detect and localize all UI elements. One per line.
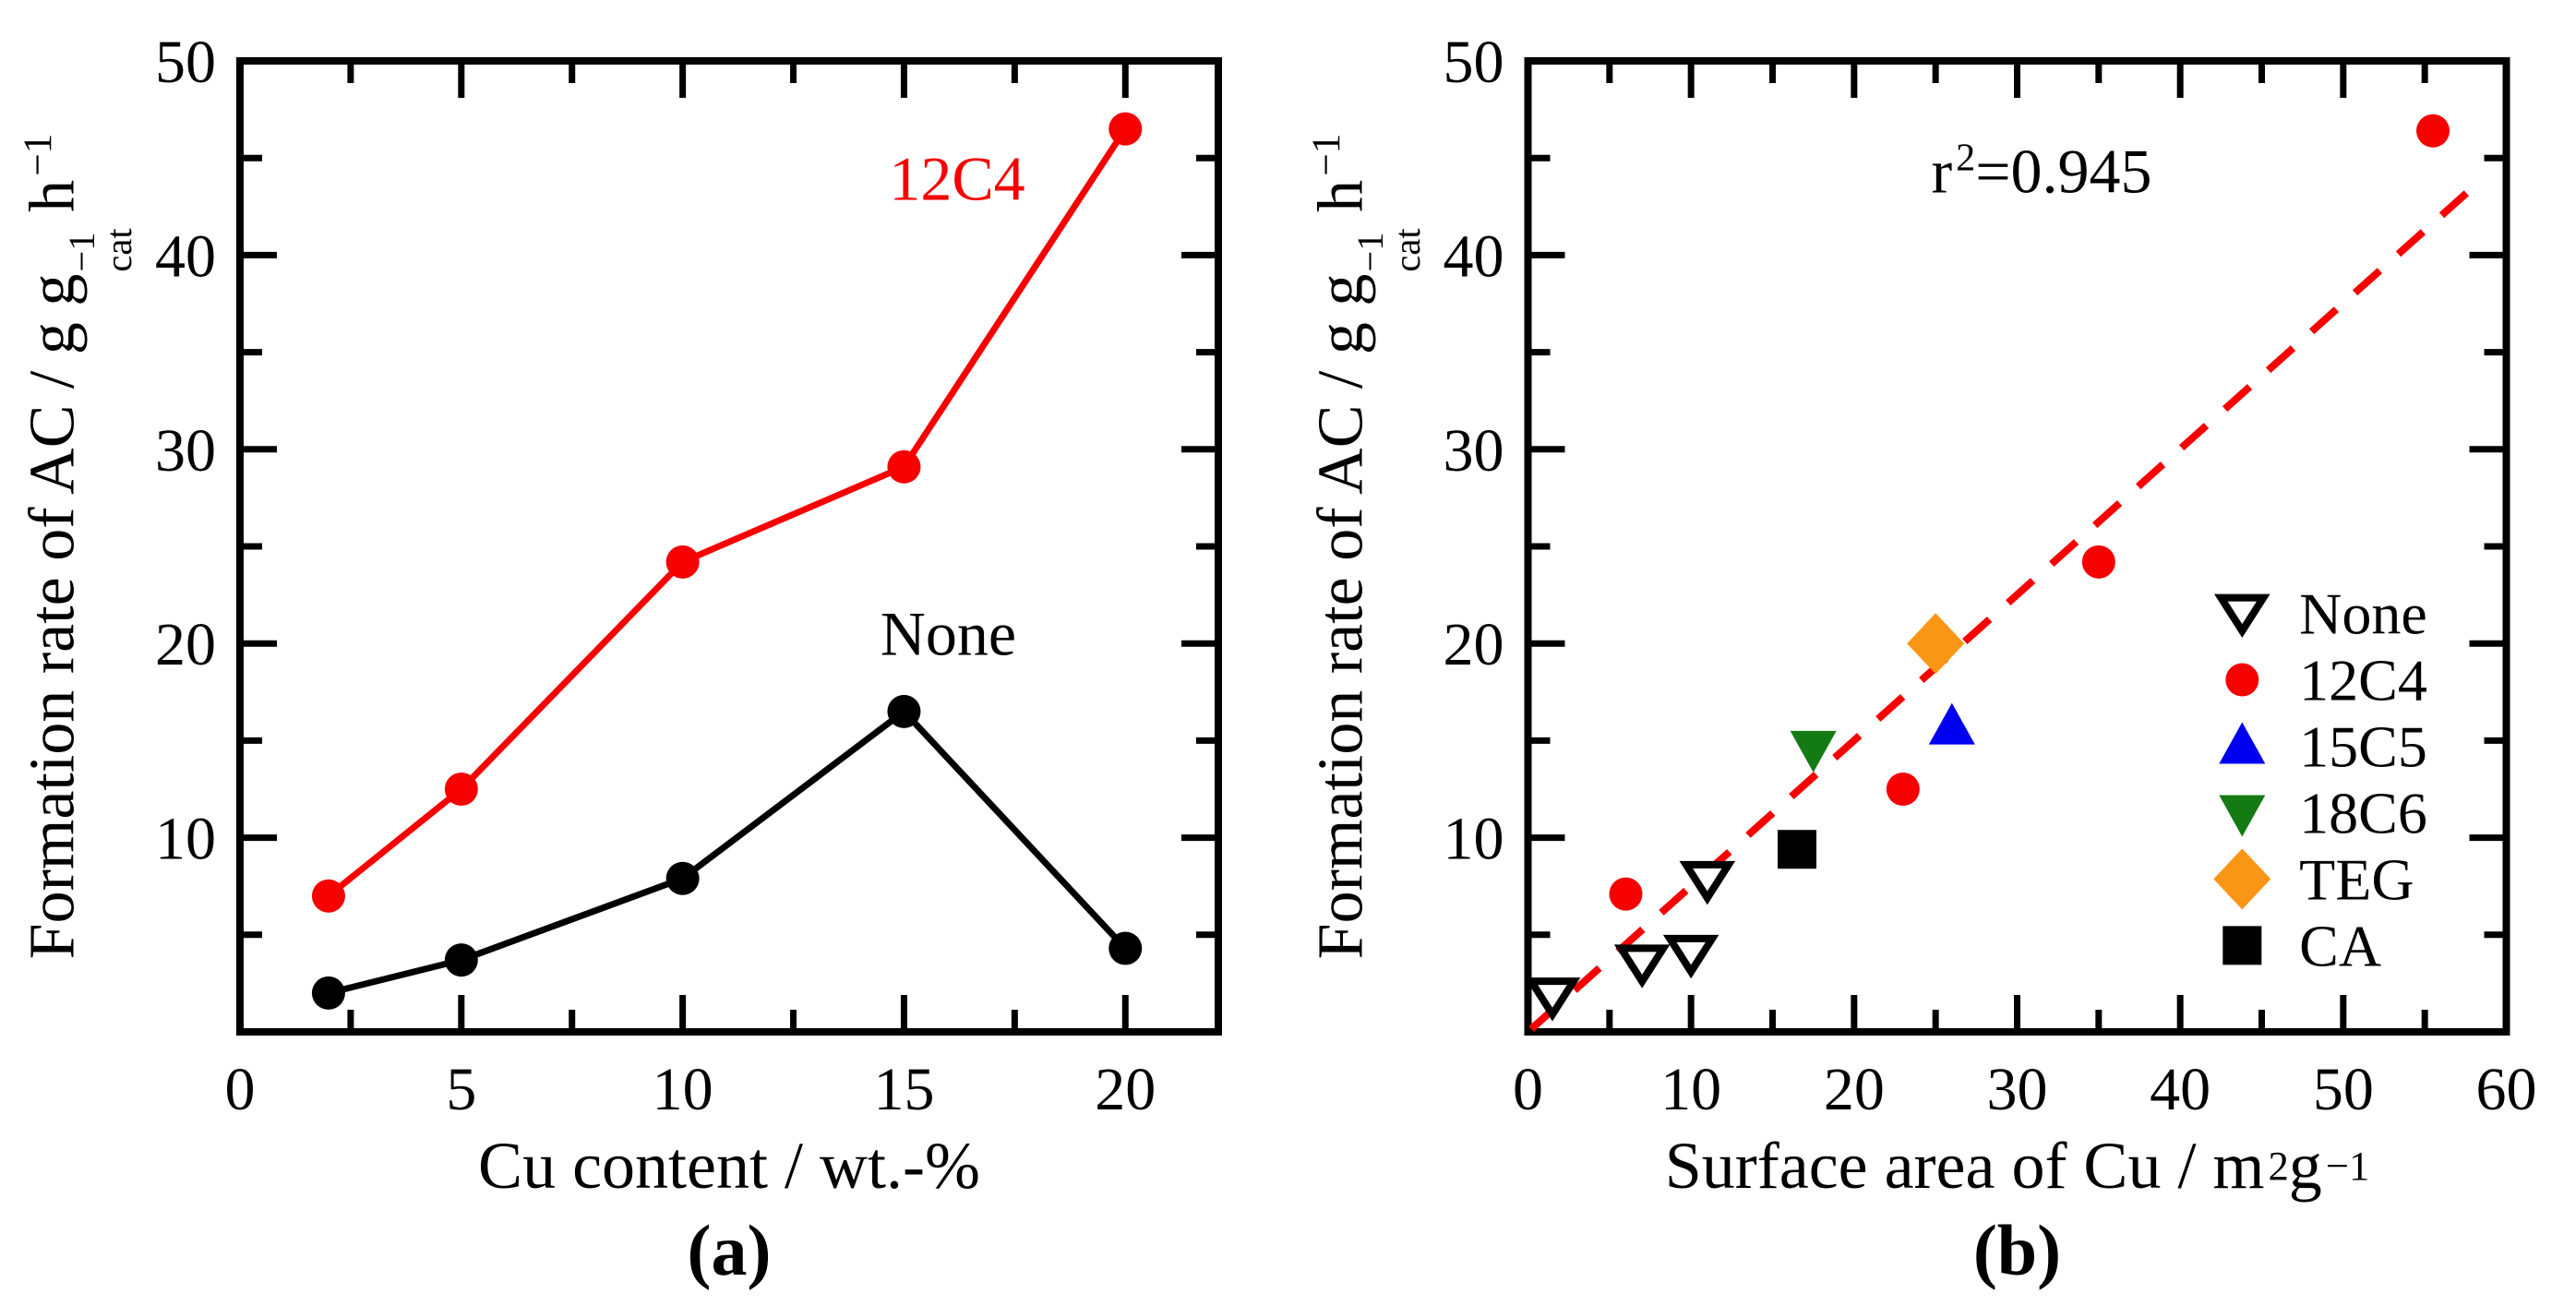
panel-b: 0 10 20 30 40 50 60 10 20 30 40 50 None12C415C518C6T…: [1444, 29, 2537, 1123]
point-12C4: [887, 449, 921, 484]
legend-label-TEG: TEG: [2299, 846, 2414, 912]
legend-label-18C6: 18C6: [2299, 780, 2427, 845]
x-tick-label: 40: [2150, 1056, 2211, 1123]
x-tick-label: 0: [225, 1056, 256, 1123]
point-12C4: [665, 545, 700, 579]
legend-marker-12C4: [2225, 663, 2259, 697]
axes-box-b: [1524, 57, 2510, 1036]
y-tick-label: 50: [1444, 29, 1504, 96]
point-CA: [1778, 830, 1816, 869]
tick-labels-b: 0 10 20 30 40 50 60 10 20 30 40 50: [1444, 29, 2537, 1123]
trendline: [1528, 176, 2485, 1032]
y-tick-label: 20: [1444, 611, 1504, 678]
point-18C6: [1790, 730, 1837, 773]
y-tick-label: 10: [1444, 806, 1504, 873]
legend-marker-TEG: [2213, 848, 2271, 910]
point-None: [311, 976, 345, 1010]
legend-label-15C5: 15C5: [2299, 714, 2427, 780]
series-18C6: [1790, 730, 1837, 773]
tick-labels-a: 0 5 10 15 20 10 20 30 40 50: [155, 29, 1156, 1123]
legend-marker-15C5: [2219, 722, 2266, 764]
ticks-a: [236, 57, 1215, 1028]
x-tick-label: 60: [2476, 1056, 2537, 1123]
legend-label-CA: CA: [2299, 913, 2381, 978]
y-tick-label: 30: [1444, 417, 1504, 485]
y-tick-label: 40: [155, 222, 216, 290]
x-tick-label: 20: [1824, 1056, 1885, 1123]
x-tick-label: 5: [446, 1056, 476, 1123]
ticks-b: [1525, 57, 2510, 1028]
series-TEG: [1907, 613, 1965, 675]
y-tick-label: 50: [155, 29, 216, 96]
series-15C5: [1928, 702, 1975, 745]
point-15C5: [1928, 702, 1975, 745]
point-12C4: [1886, 773, 1920, 806]
legend-label-None: None: [2299, 581, 2427, 647]
x-tick-label: 50: [2313, 1056, 2374, 1123]
x-tick-label: 0: [1513, 1056, 1543, 1123]
y-tick-label: 30: [155, 417, 216, 485]
x-tick-label: 10: [1660, 1056, 1721, 1123]
point-None: [444, 943, 478, 977]
legend-label-12C4: 12C4: [2299, 648, 2427, 713]
point-None: [1613, 944, 1671, 988]
x-tick-label: 30: [1987, 1056, 2048, 1123]
point-12C4: [2081, 545, 2115, 579]
x-tick-label: 10: [653, 1056, 713, 1123]
x-tick-label: 15: [873, 1056, 934, 1123]
point-12C4: [311, 879, 345, 913]
point-12C4: [2416, 114, 2450, 148]
legend-marker-CA: [2223, 926, 2262, 965]
point-12C4: [1609, 877, 1643, 911]
point-None: [887, 694, 921, 728]
point-None: [1108, 931, 1143, 965]
legend-marker-None: [2213, 593, 2270, 639]
point-None: [665, 861, 700, 895]
point-None: [1662, 934, 1719, 979]
point-None: [1679, 860, 1736, 905]
y-tick-label: 40: [1444, 222, 1504, 290]
series-CA: [1778, 830, 1816, 869]
y-tick-label: 20: [155, 611, 216, 678]
legend-marker-18C6: [2219, 795, 2266, 837]
series-None: [311, 694, 1143, 1010]
point-None: [1524, 977, 1581, 1022]
axes-box-a: [236, 57, 1222, 1036]
point-TEG: [1907, 613, 1965, 675]
series-12C4: [311, 112, 1143, 913]
y-tick-label: 10: [155, 806, 216, 873]
point-12C4: [444, 773, 478, 806]
series-12C4: [1609, 114, 2450, 911]
series-None: [1524, 860, 1736, 1022]
panel-a: 0 5 10 15 20 10 20 30 40 50: [155, 29, 1222, 1123]
point-12C4: [1108, 112, 1143, 146]
x-tick-label: 20: [1095, 1056, 1156, 1123]
